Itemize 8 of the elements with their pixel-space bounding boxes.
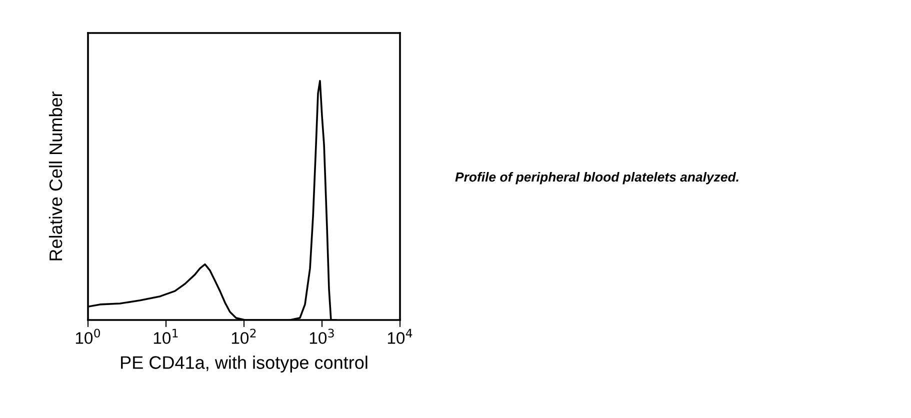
x-axis-title: PE CD41a, with isotype control — [121, 356, 368, 373]
x-tick-label: 10$^{3}$ — [310, 328, 334, 344]
text: Profile of peripheral blood platelets analyzed. — [455, 172, 738, 184]
y-axis-title: Relative Cell Number — [48, 92, 62, 260]
x-tick-label: 10$^{4}$ — [388, 328, 412, 344]
x-tick-label: 10$^{2}$ — [232, 328, 256, 344]
x-tick-label: 10$^{0}$ — [76, 328, 100, 344]
x-tick-label: 10$^{1}$ — [154, 328, 178, 344]
